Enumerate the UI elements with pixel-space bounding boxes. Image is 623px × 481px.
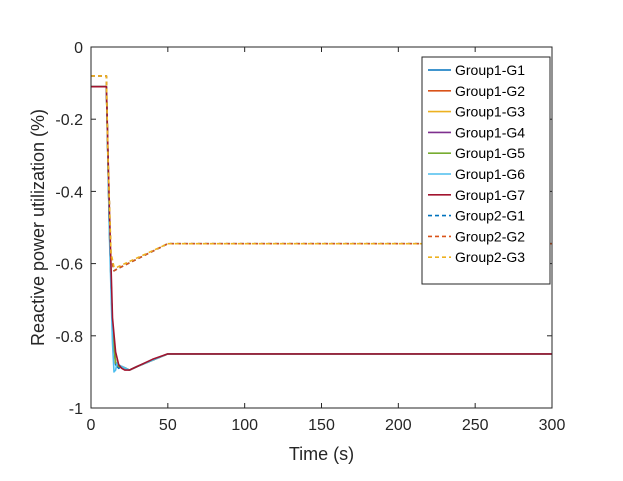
x-axis-label: Time (s) bbox=[289, 444, 354, 464]
x-tick-label: 0 bbox=[87, 417, 96, 434]
legend-entry-label: Group1-G4 bbox=[455, 124, 525, 140]
x-tick-label: 100 bbox=[231, 417, 258, 434]
x-tick-label: 50 bbox=[159, 417, 177, 434]
y-tick-label: -0.4 bbox=[55, 184, 83, 201]
x-axis-ticks: 0 50 100 150 200 250 300 bbox=[87, 47, 566, 434]
legend-entry-label: Group1-G3 bbox=[455, 104, 525, 120]
legend-entry-label: Group1-G2 bbox=[455, 83, 525, 99]
legend-entry-label: Group1-G7 bbox=[455, 187, 525, 203]
y-tick-label: -0.2 bbox=[55, 112, 83, 129]
y-axis-ticks: 0 -0.2 -0.4 -0.6 -0.8 -1 bbox=[55, 40, 552, 418]
legend-entry-label: Group1-G1 bbox=[455, 62, 525, 78]
legend: Group1-G1 Group1-G2 Group1-G3 Group1-G4 Grou… bbox=[421, 56, 551, 285]
x-tick-label: 150 bbox=[308, 417, 335, 434]
x-tick-label: 300 bbox=[539, 417, 566, 434]
legend-entry-label: Group2-G1 bbox=[455, 208, 525, 224]
x-tick-label: 250 bbox=[462, 417, 489, 434]
legend-entry-label: Group1-G6 bbox=[455, 166, 525, 182]
series-line-group2-g3 bbox=[91, 75, 552, 269]
x-tick-label: 200 bbox=[385, 417, 412, 434]
y-axis-label: Reactive power utilization (%) bbox=[28, 109, 48, 346]
series-layer bbox=[91, 75, 552, 373]
y-tick-label: 0 bbox=[74, 40, 83, 57]
legend-entry-label: Group1-G5 bbox=[455, 145, 525, 161]
legend-entry-label: Group2-G2 bbox=[455, 228, 525, 244]
legend-entry-label: Group2-G3 bbox=[455, 249, 525, 265]
y-tick-label: -0.8 bbox=[55, 329, 83, 346]
legend-box bbox=[421, 56, 551, 285]
y-tick-label: -1 bbox=[69, 401, 83, 418]
y-tick-label: -0.6 bbox=[55, 257, 83, 274]
